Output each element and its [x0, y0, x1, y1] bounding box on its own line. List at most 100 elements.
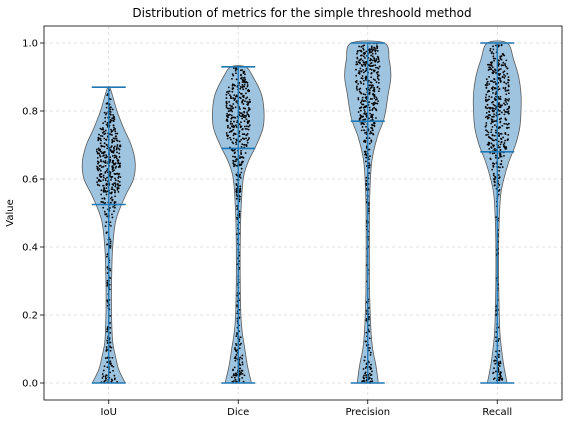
x-tick-label: Precision [345, 407, 390, 418]
data-point [96, 160, 99, 163]
data-point [110, 196, 113, 199]
data-point [375, 109, 378, 112]
data-point [231, 116, 234, 119]
data-point [109, 238, 111, 241]
data-point [227, 107, 229, 110]
data-point [97, 162, 99, 165]
data-point [109, 173, 112, 175]
data-point [248, 137, 250, 139]
data-point [367, 318, 370, 321]
data-point [238, 232, 241, 235]
data-point [507, 76, 510, 78]
data-point [506, 72, 509, 75]
data-point [113, 173, 116, 175]
data-point [238, 367, 241, 370]
data-point [233, 125, 236, 128]
data-point [110, 106, 112, 109]
data-point [361, 54, 363, 57]
data-point [238, 198, 241, 201]
data-point [102, 128, 105, 131]
data-point [368, 172, 371, 175]
data-point [110, 128, 112, 131]
data-point [102, 176, 105, 179]
data-point [105, 144, 108, 146]
data-point [376, 66, 379, 69]
data-point [97, 147, 100, 150]
data-point [118, 140, 121, 143]
data-point [505, 122, 508, 125]
data-point [491, 101, 493, 104]
data-point [363, 63, 365, 66]
data-point [114, 183, 117, 186]
data-point [368, 337, 371, 340]
data-point [494, 108, 497, 110]
x-axis-ticks: IoU Dice Precision Recall [101, 400, 512, 418]
data-point [243, 133, 245, 136]
y-tick-label: 0.2 [22, 311, 38, 322]
data-point [368, 372, 371, 375]
data-point [364, 356, 366, 358]
data-point [503, 70, 506, 73]
data-point [109, 197, 112, 200]
data-point [245, 92, 247, 95]
data-point [229, 127, 231, 130]
data-point [241, 354, 244, 357]
data-point [500, 44, 503, 46]
data-point [504, 139, 507, 142]
data-point [240, 74, 242, 77]
data-point [236, 332, 238, 334]
data-point [239, 112, 242, 115]
data-point [491, 119, 494, 121]
data-point [489, 61, 492, 64]
data-point [241, 99, 244, 102]
data-point [504, 103, 507, 106]
data-point [484, 125, 487, 128]
data-point [499, 149, 502, 152]
data-point [375, 96, 378, 99]
data-point [488, 111, 491, 113]
data-point [234, 160, 237, 163]
data-point [112, 151, 115, 153]
data-point [104, 375, 107, 378]
data-point [374, 60, 377, 63]
data-point [241, 128, 244, 131]
data-point [239, 173, 241, 176]
data-point [365, 133, 368, 136]
data-point [247, 128, 250, 131]
data-point [504, 90, 507, 92]
data-point [96, 168, 99, 171]
data-point [503, 81, 506, 84]
data-point [106, 147, 109, 150]
data-point [113, 154, 116, 157]
data-point [227, 114, 230, 117]
data-point [499, 55, 502, 58]
data-point [105, 106, 108, 109]
data-point [377, 81, 380, 84]
x-tick-label: Dice [227, 407, 249, 418]
data-point [499, 126, 501, 129]
data-point [489, 114, 491, 117]
data-point [239, 364, 242, 367]
data-point [497, 44, 500, 47]
data-point [508, 92, 510, 95]
data-point [238, 130, 241, 133]
data-point [369, 132, 371, 135]
data-point [106, 330, 108, 333]
data-point [104, 177, 107, 180]
data-point [234, 378, 237, 381]
data-point [231, 107, 234, 110]
data-point [485, 93, 488, 96]
data-point [109, 269, 112, 272]
data-point [233, 165, 235, 168]
data-point [111, 141, 114, 144]
data-point [248, 124, 251, 127]
data-point [498, 134, 500, 137]
data-point [362, 68, 364, 71]
data-point [378, 87, 381, 90]
data-point [369, 84, 372, 87]
data-point [486, 91, 489, 93]
data-point [504, 98, 507, 100]
data-point [233, 152, 236, 155]
data-point [235, 158, 238, 160]
data-point [225, 106, 228, 109]
